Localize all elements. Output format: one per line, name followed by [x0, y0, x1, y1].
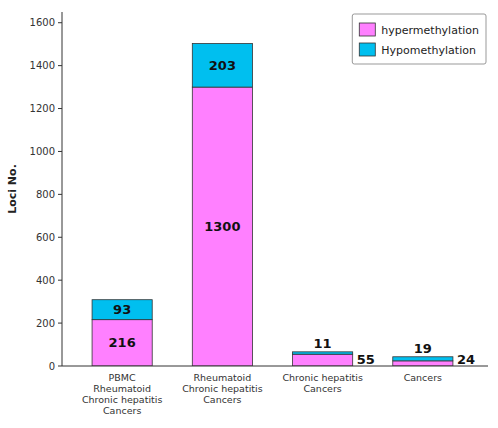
bars: [92, 44, 453, 366]
y-tick-label: 200: [36, 318, 55, 329]
y-tick-label: 1600: [30, 17, 55, 28]
x-tick-label-line: Chronic hepatitis: [282, 372, 363, 383]
chart-container: 216 93 1300 203 55 11 24 19 0 200 400 600 800 1000 120…: [0, 0, 498, 428]
y-tick-label: 1200: [30, 103, 55, 114]
y-tick-label: 0: [49, 361, 55, 372]
legend-swatch: [359, 23, 375, 36]
data-label: 24: [457, 352, 475, 367]
x-tick-label-line: Cancers: [303, 383, 341, 394]
y-tick: [58, 323, 62, 324]
x-axis-line: [62, 366, 488, 367]
y-axis-label: Loci No.: [6, 164, 19, 214]
y-tick-label: 1000: [30, 146, 55, 157]
y-tick-label: 400: [36, 275, 55, 286]
bar: [293, 352, 353, 354]
data-label: 19: [414, 341, 432, 356]
bar: [92, 300, 152, 320]
x-tick-label-line: Chronic hepatitis: [182, 383, 263, 394]
y-tick: [58, 151, 62, 152]
x-tick-label-line: Cancers: [404, 372, 442, 383]
y-tick: [58, 280, 62, 281]
y-axis-line: [62, 12, 63, 366]
x-tick-label-line: PBMC: [109, 372, 136, 383]
y-tick: [58, 65, 62, 66]
x-tick-label-line: Chronic hepatitis: [82, 394, 163, 405]
y-tick-label: 600: [36, 232, 55, 243]
x-tick-label: RheumatoidChronic hepatitisCancers: [182, 372, 263, 405]
bar: [393, 357, 453, 361]
chart-svg: 216 93 1300 203 55 11 24 19 0 200 400 600 800 1000 120…: [0, 0, 498, 428]
data-label: 55: [357, 352, 375, 367]
bar: [92, 320, 152, 366]
bar: [393, 361, 453, 366]
legend: hypermethylation Hypomethylation: [352, 14, 486, 64]
data-label: 1300: [204, 219, 240, 234]
x-tick-label: Chronic hepatitisCancers: [282, 372, 363, 394]
bar: [293, 354, 353, 366]
y-tick-label: 1400: [30, 60, 55, 71]
x-tick-label: PBMCRheumatoidChronic hepatitisCancers: [82, 372, 163, 416]
y-tick-label: 800: [36, 189, 55, 200]
data-labels: 216 93 1300 203 55 11 24 19: [109, 58, 475, 367]
legend-label: hypermethylation: [381, 24, 479, 37]
bar: [192, 44, 252, 88]
y-tick: [58, 237, 62, 238]
bar: [192, 87, 252, 366]
data-label: 203: [209, 58, 236, 73]
data-label: 11: [314, 336, 332, 351]
y-tick: [58, 194, 62, 195]
x-tick-label-line: Rheumatoid: [193, 372, 251, 383]
x-tick-label-line: Rheumatoid: [93, 383, 151, 394]
data-label: 216: [109, 335, 136, 350]
legend-frame: [352, 14, 486, 64]
x-tick-label-line: Cancers: [203, 394, 241, 405]
y-tick: [58, 22, 62, 23]
y-tick: [58, 108, 62, 109]
legend-swatch: [359, 43, 375, 56]
y-tick: [58, 366, 62, 367]
legend-label: Hypomethylation: [381, 44, 476, 57]
data-label: 93: [113, 302, 131, 317]
x-tick-label: Cancers: [404, 372, 442, 383]
x-tick-label-line: Cancers: [103, 405, 141, 416]
